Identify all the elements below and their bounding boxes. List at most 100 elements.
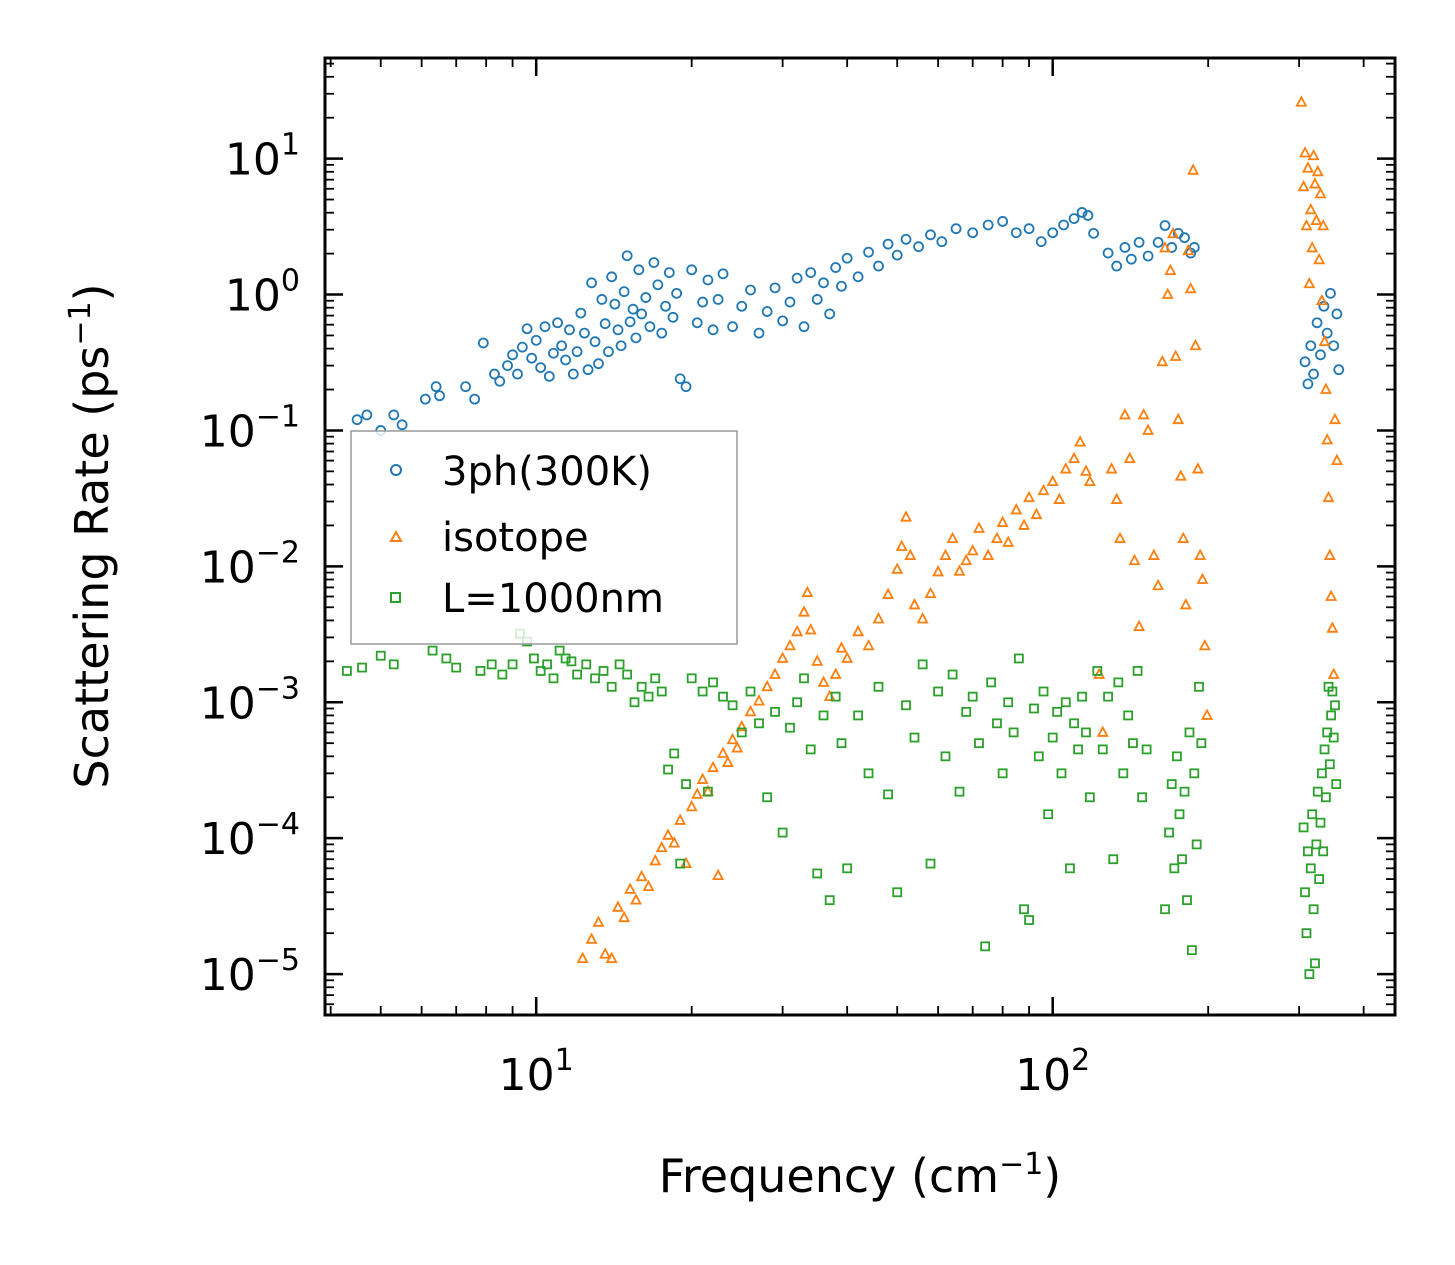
data-point (883, 789, 893, 800)
data-point (475, 666, 486, 676)
data-point (1059, 462, 1072, 474)
data-point (933, 686, 944, 697)
data-point (1123, 710, 1134, 721)
data-point (990, 531, 1003, 544)
data-point (992, 718, 1002, 729)
data-point (852, 271, 864, 283)
data-point (669, 748, 680, 759)
data-point (792, 697, 803, 708)
data-point (1201, 708, 1214, 720)
data-point (1301, 928, 1312, 939)
data-point (1043, 809, 1054, 820)
data-point (1030, 507, 1043, 520)
data-point (516, 341, 528, 353)
data-point (1305, 340, 1317, 352)
data-point (351, 414, 363, 426)
data-point (891, 249, 903, 261)
data-point (1047, 732, 1058, 743)
data-point (1322, 727, 1333, 738)
data-point (900, 510, 913, 522)
data-point (1324, 759, 1335, 770)
data-point (1177, 531, 1190, 544)
data-point (753, 694, 765, 706)
data-point (593, 358, 604, 370)
data-point (783, 638, 796, 651)
data-point (599, 318, 611, 330)
data-point (986, 677, 997, 688)
data-point (1331, 308, 1343, 320)
data-point (1053, 492, 1066, 504)
data-point (940, 751, 951, 762)
data-point (1082, 210, 1094, 221)
data-point (1196, 572, 1209, 584)
data-point (605, 951, 618, 964)
data-point (1125, 253, 1137, 265)
data-point (1077, 691, 1087, 702)
data-point (1047, 227, 1059, 239)
data-point (636, 681, 647, 692)
legend-label-3ph: 3ph(300K) (442, 449, 652, 495)
data-point (1019, 904, 1029, 915)
data-point (603, 346, 614, 358)
data-point (1076, 207, 1088, 218)
data-point (1182, 895, 1192, 906)
data-point (1330, 453, 1343, 465)
data-point (1186, 945, 1197, 956)
data-point (1194, 681, 1204, 692)
data-point (1159, 241, 1172, 253)
data-point (1035, 236, 1047, 248)
data-point (567, 368, 579, 380)
data-point (460, 381, 472, 393)
data-point (1309, 177, 1321, 189)
data-point (579, 327, 590, 339)
series-triangle (576, 95, 1343, 964)
data-point (1092, 666, 1103, 676)
data-point (581, 659, 592, 670)
data-point (548, 673, 559, 684)
data-point (1310, 213, 1323, 225)
data-point (950, 223, 962, 235)
legend-label-isotope: isotope (442, 515, 589, 561)
data-point (585, 932, 598, 944)
data-point (497, 669, 508, 680)
data-point (804, 623, 817, 635)
data-point (1160, 904, 1170, 915)
x-tick-label: 102 (1015, 1043, 1090, 1101)
data-point (1023, 490, 1036, 503)
legend-entry-3ph: 3ph(300K) (390, 449, 652, 495)
data-point (612, 324, 624, 336)
data-point (939, 548, 952, 560)
data-point (566, 656, 577, 667)
data-point (1323, 548, 1336, 560)
data-point (656, 327, 668, 339)
data-point (696, 772, 709, 784)
data-point (913, 241, 924, 253)
data-point (1003, 697, 1014, 708)
data-point (1113, 677, 1124, 688)
data-point (830, 262, 842, 273)
data-point (624, 882, 637, 894)
data-point (1317, 218, 1330, 231)
data-point (674, 813, 687, 825)
data-point (1303, 846, 1313, 857)
data-point (872, 612, 885, 624)
data-point (599, 947, 612, 959)
data-point (1128, 738, 1138, 749)
data-point (596, 294, 608, 305)
data-point (697, 686, 708, 697)
data-point (708, 677, 718, 688)
data-point (761, 679, 774, 692)
data-point (1164, 827, 1174, 838)
data-point (618, 286, 630, 298)
data-point (542, 659, 553, 670)
data-point (712, 868, 725, 881)
data-point (572, 669, 583, 680)
y-tick-label: 101 (225, 128, 300, 186)
data-point (1327, 667, 1340, 679)
data-point (1169, 349, 1182, 361)
data-point (512, 368, 523, 380)
data-point (1128, 553, 1141, 566)
data-point (908, 598, 921, 610)
data-point (554, 645, 565, 656)
data-point (917, 659, 928, 670)
